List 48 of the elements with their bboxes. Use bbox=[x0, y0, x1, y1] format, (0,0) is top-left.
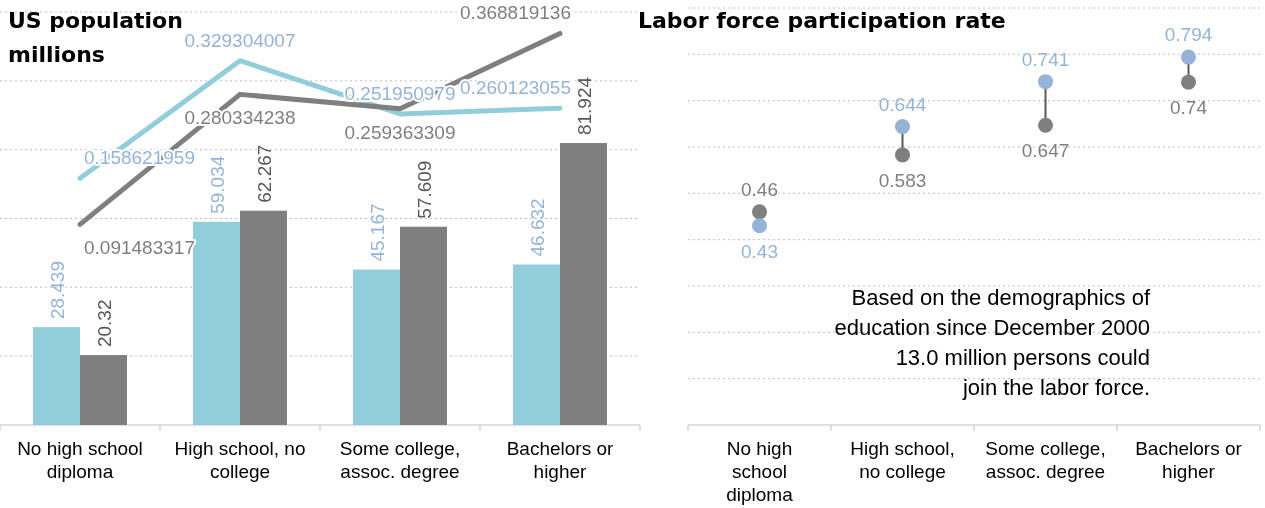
point bbox=[1038, 117, 1053, 133]
x-tick-label: Bachelors or higher bbox=[1135, 438, 1243, 482]
data-label: 0.741 bbox=[1021, 48, 1070, 70]
bar bbox=[400, 226, 447, 425]
text: millions bbox=[8, 42, 105, 67]
x-tick-label: Some college, assoc. degree bbox=[985, 438, 1106, 482]
data-label: 46.632 bbox=[526, 198, 548, 257]
data-label: 28.439 bbox=[46, 261, 68, 320]
data-label: 0.74 bbox=[1170, 97, 1208, 119]
data-label: 81.924 bbox=[573, 76, 595, 136]
point bbox=[895, 147, 910, 163]
data-label: 0.329304007 bbox=[184, 29, 296, 51]
data-label: 0.43 bbox=[741, 240, 778, 262]
data-label: 62.267 bbox=[253, 144, 275, 203]
point bbox=[1181, 74, 1196, 90]
data-label: 0.644 bbox=[878, 93, 927, 115]
chart-title: Labor force participation rate bbox=[638, 8, 1006, 33]
bar bbox=[80, 355, 127, 425]
bar bbox=[560, 143, 607, 425]
data-label: 45.167 bbox=[366, 203, 388, 262]
x-tick-label: Some college, assoc. degree bbox=[339, 438, 461, 482]
bar bbox=[240, 210, 287, 425]
bar bbox=[353, 269, 400, 425]
point bbox=[1181, 49, 1196, 65]
x-tick-label: No high school diploma bbox=[726, 438, 794, 505]
data-label: 59.034 bbox=[206, 155, 228, 214]
data-label: 0.46 bbox=[741, 178, 778, 200]
data-label: 0.583 bbox=[878, 169, 927, 191]
point bbox=[752, 204, 767, 220]
data-label: 20.32 bbox=[93, 299, 115, 348]
x-tick-label: High school, no college bbox=[850, 438, 955, 482]
data-label: 0.647 bbox=[1021, 140, 1070, 162]
data-label: 0.794 bbox=[1164, 24, 1213, 46]
point bbox=[752, 218, 767, 234]
bar bbox=[193, 221, 240, 425]
data-label: 57.609 bbox=[413, 160, 435, 219]
chart-title: US population bbox=[8, 8, 183, 33]
data-label: 0.368819136 bbox=[460, 2, 571, 24]
point bbox=[1038, 74, 1053, 90]
x-tick-label: No high school diploma bbox=[17, 438, 143, 482]
point bbox=[895, 119, 910, 135]
data-label: 0.260123055 bbox=[460, 77, 571, 99]
annotation: Based on the demographics of education since December 2000 13.0 million persons could join the labor force. bbox=[834, 285, 1151, 400]
bar bbox=[513, 264, 560, 425]
x-tick-label: Bachelors or higher bbox=[506, 438, 614, 482]
data-label: 0.259363309 bbox=[344, 121, 456, 143]
bar bbox=[33, 327, 80, 425]
x-tick-label: High school, no college bbox=[174, 438, 306, 482]
